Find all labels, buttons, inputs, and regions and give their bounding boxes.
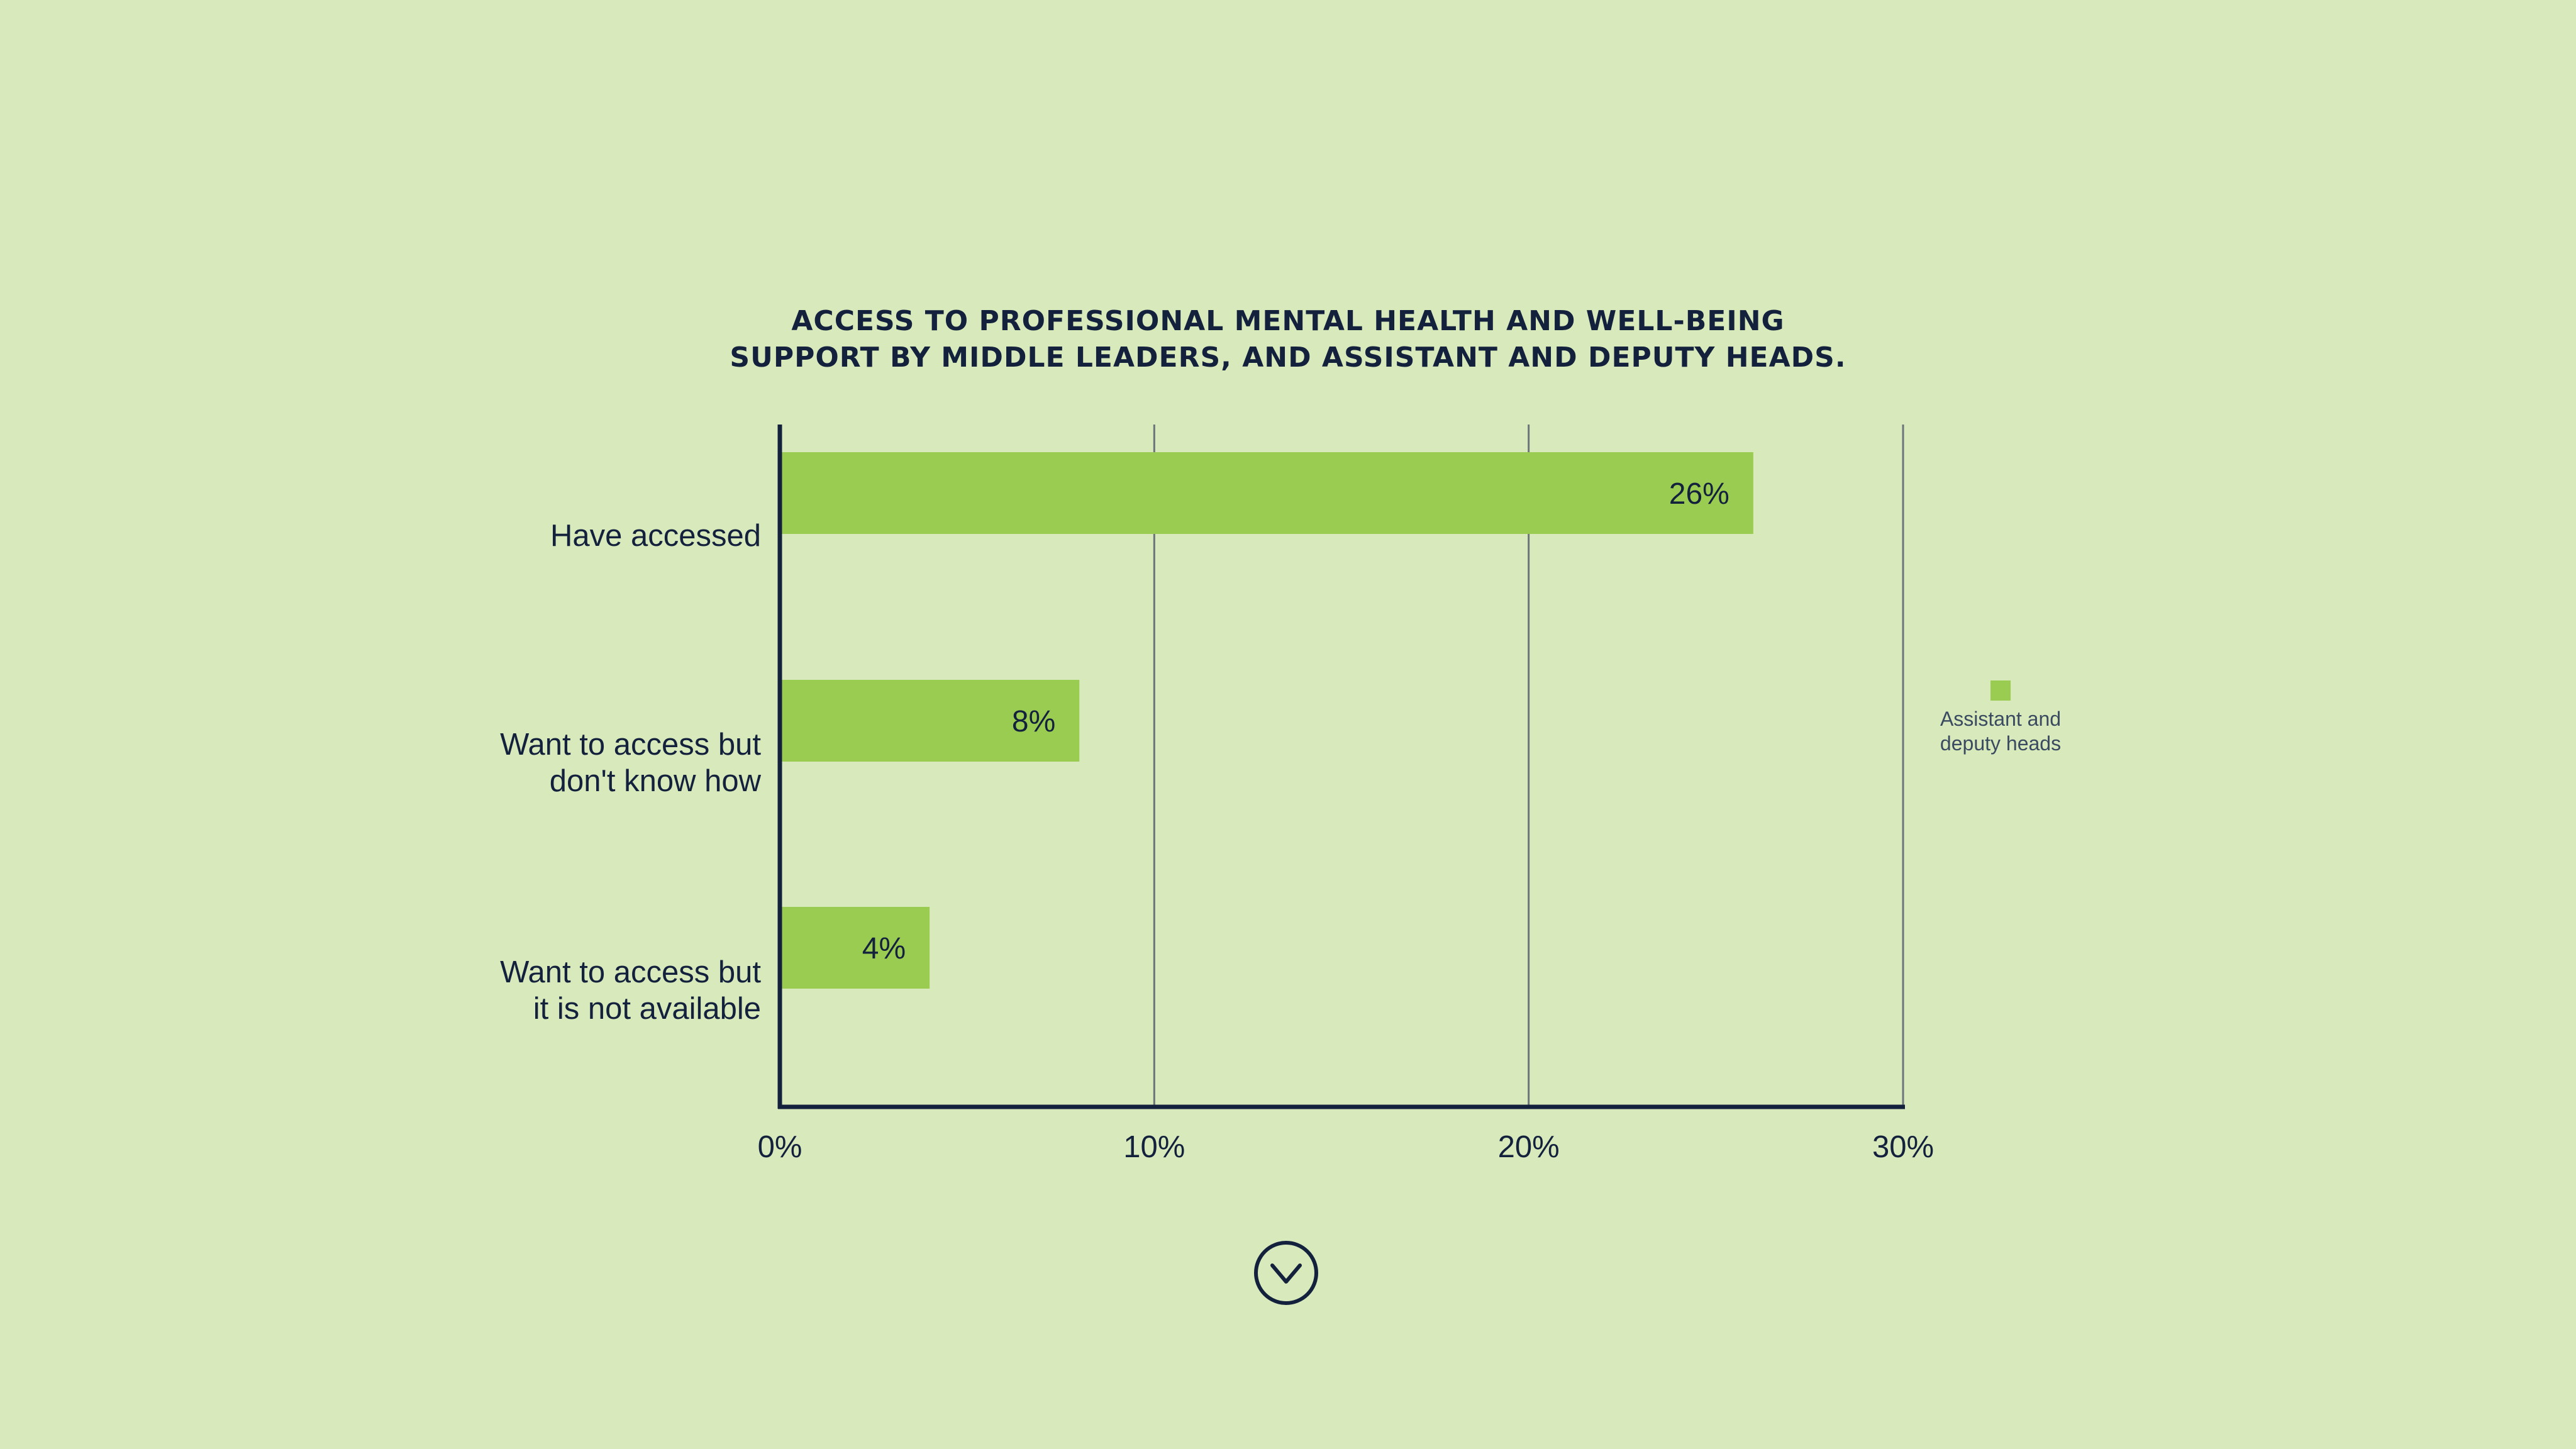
legend-label: Assistant and deputy heads xyxy=(1922,707,2079,756)
category-label-0: Have accessed xyxy=(550,518,761,554)
legend-label-line-1: Assistant and xyxy=(1940,708,2062,730)
x-tick-label-3: 30% xyxy=(1872,1130,1934,1164)
data-label-0: 26% xyxy=(1669,477,1729,511)
chart-title-line-1: ACCESS TO PROFESSIONAL MENTAL HEALTH AND… xyxy=(791,305,1785,337)
x-tick-label-1: 10% xyxy=(1123,1130,1185,1164)
legend-label-line-2: deputy heads xyxy=(1940,732,2062,755)
category-label-2-line-0: Want to access but xyxy=(500,955,761,989)
category-label-2: Want to access but it is not available xyxy=(500,954,761,1027)
x-tick-labels: 0% 10% 20% 30% xyxy=(758,1130,1934,1164)
x-tick-label-2: 20% xyxy=(1498,1130,1560,1164)
data-label-2: 4% xyxy=(862,932,906,965)
bar-0 xyxy=(780,452,1753,534)
chart-title-line-2: SUPPORT BY MIDDLE LEADERS, AND ASSISTANT… xyxy=(730,341,1846,374)
legend-swatch xyxy=(1990,680,2011,701)
chart-title: ACCESS TO PROFESSIONAL MENTAL HEALTH AND… xyxy=(0,303,2576,376)
x-tick-label-0: 0% xyxy=(758,1130,802,1164)
legend: Assistant and deputy heads xyxy=(1922,680,2079,756)
category-label-1-line-0: Want to access but xyxy=(500,728,761,762)
category-label-2-line-1: it is not available xyxy=(533,992,761,1026)
scroll-down-button[interactable] xyxy=(1253,1240,1319,1306)
data-label-1: 8% xyxy=(1012,705,1055,738)
axes xyxy=(777,425,1905,1109)
category-label-1-line-1: don't know how xyxy=(549,764,761,798)
data-labels: 26% 8% 4% xyxy=(862,477,1729,965)
category-label-1: Want to access but don't know how xyxy=(500,726,761,799)
chevron-down-circle-icon xyxy=(1254,1241,1318,1305)
bars xyxy=(780,452,1753,989)
bar-2 xyxy=(780,907,930,989)
bar-1 xyxy=(780,680,1080,762)
category-label-0-line-0: Have accessed xyxy=(550,519,761,553)
grid-lines xyxy=(1153,425,1904,1107)
